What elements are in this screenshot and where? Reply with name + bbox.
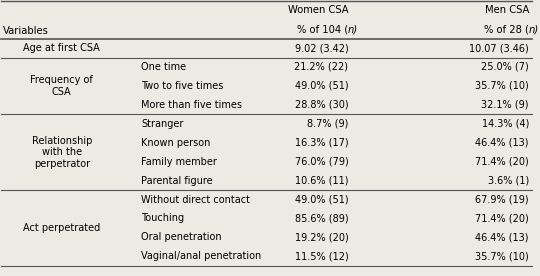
Text: 35.7% (10): 35.7% (10) — [475, 251, 529, 261]
Text: 16.3% (17): 16.3% (17) — [295, 138, 348, 148]
Text: 10.6% (11): 10.6% (11) — [295, 176, 348, 186]
Text: % of 28 (: % of 28 ( — [483, 24, 528, 34]
Text: 49.0% (51): 49.0% (51) — [295, 195, 348, 205]
Text: One time: One time — [141, 62, 186, 72]
Text: 32.1% (9): 32.1% (9) — [482, 100, 529, 110]
Text: Women CSA: Women CSA — [288, 5, 348, 15]
Text: Vaginal/anal penetration: Vaginal/anal penetration — [141, 251, 261, 261]
Text: 11.5% (12): 11.5% (12) — [295, 251, 348, 261]
Text: Parental figure: Parental figure — [141, 176, 213, 186]
Text: Known person: Known person — [141, 138, 211, 148]
Text: 71.4% (20): 71.4% (20) — [475, 157, 529, 167]
Text: Oral penetration: Oral penetration — [141, 232, 222, 242]
Text: 76.0% (79): 76.0% (79) — [295, 157, 348, 167]
Text: 10.07 (3.46): 10.07 (3.46) — [469, 43, 529, 53]
Text: Stranger: Stranger — [141, 119, 184, 129]
Text: n): n) — [348, 24, 358, 34]
Text: 3.6% (1): 3.6% (1) — [488, 176, 529, 186]
Text: Without direct contact: Without direct contact — [141, 195, 251, 205]
Text: 25.0% (7): 25.0% (7) — [481, 62, 529, 72]
Text: 67.9% (19): 67.9% (19) — [475, 195, 529, 205]
Text: 9.02 (3.42): 9.02 (3.42) — [295, 43, 348, 53]
Text: 14.3% (4): 14.3% (4) — [482, 119, 529, 129]
Text: 35.7% (10): 35.7% (10) — [475, 81, 529, 91]
Text: 85.6% (89): 85.6% (89) — [295, 214, 348, 224]
Text: Relationship
with the
perpetrator: Relationship with the perpetrator — [31, 136, 92, 169]
Text: 21.2% (22): 21.2% (22) — [294, 62, 348, 72]
Text: Act perpetrated: Act perpetrated — [23, 223, 100, 233]
Text: % of 104 (: % of 104 ( — [297, 24, 348, 34]
Text: 8.7% (9): 8.7% (9) — [307, 119, 348, 129]
Text: Men CSA: Men CSA — [484, 5, 529, 15]
Text: 46.4% (13): 46.4% (13) — [475, 138, 529, 148]
Text: n): n) — [528, 24, 538, 34]
Text: Touching: Touching — [141, 214, 185, 224]
Text: Frequency of
CSA: Frequency of CSA — [30, 75, 93, 97]
Text: 19.2% (20): 19.2% (20) — [295, 232, 348, 242]
Text: More than five times: More than five times — [141, 100, 242, 110]
Text: 71.4% (20): 71.4% (20) — [475, 214, 529, 224]
Text: Family member: Family member — [141, 157, 217, 167]
Text: 49.0% (51): 49.0% (51) — [295, 81, 348, 91]
Text: 46.4% (13): 46.4% (13) — [475, 232, 529, 242]
Text: Two to five times: Two to five times — [141, 81, 224, 91]
Text: 28.8% (30): 28.8% (30) — [295, 100, 348, 110]
Text: Variables: Variables — [3, 26, 49, 36]
Text: Age at first CSA: Age at first CSA — [23, 43, 100, 53]
